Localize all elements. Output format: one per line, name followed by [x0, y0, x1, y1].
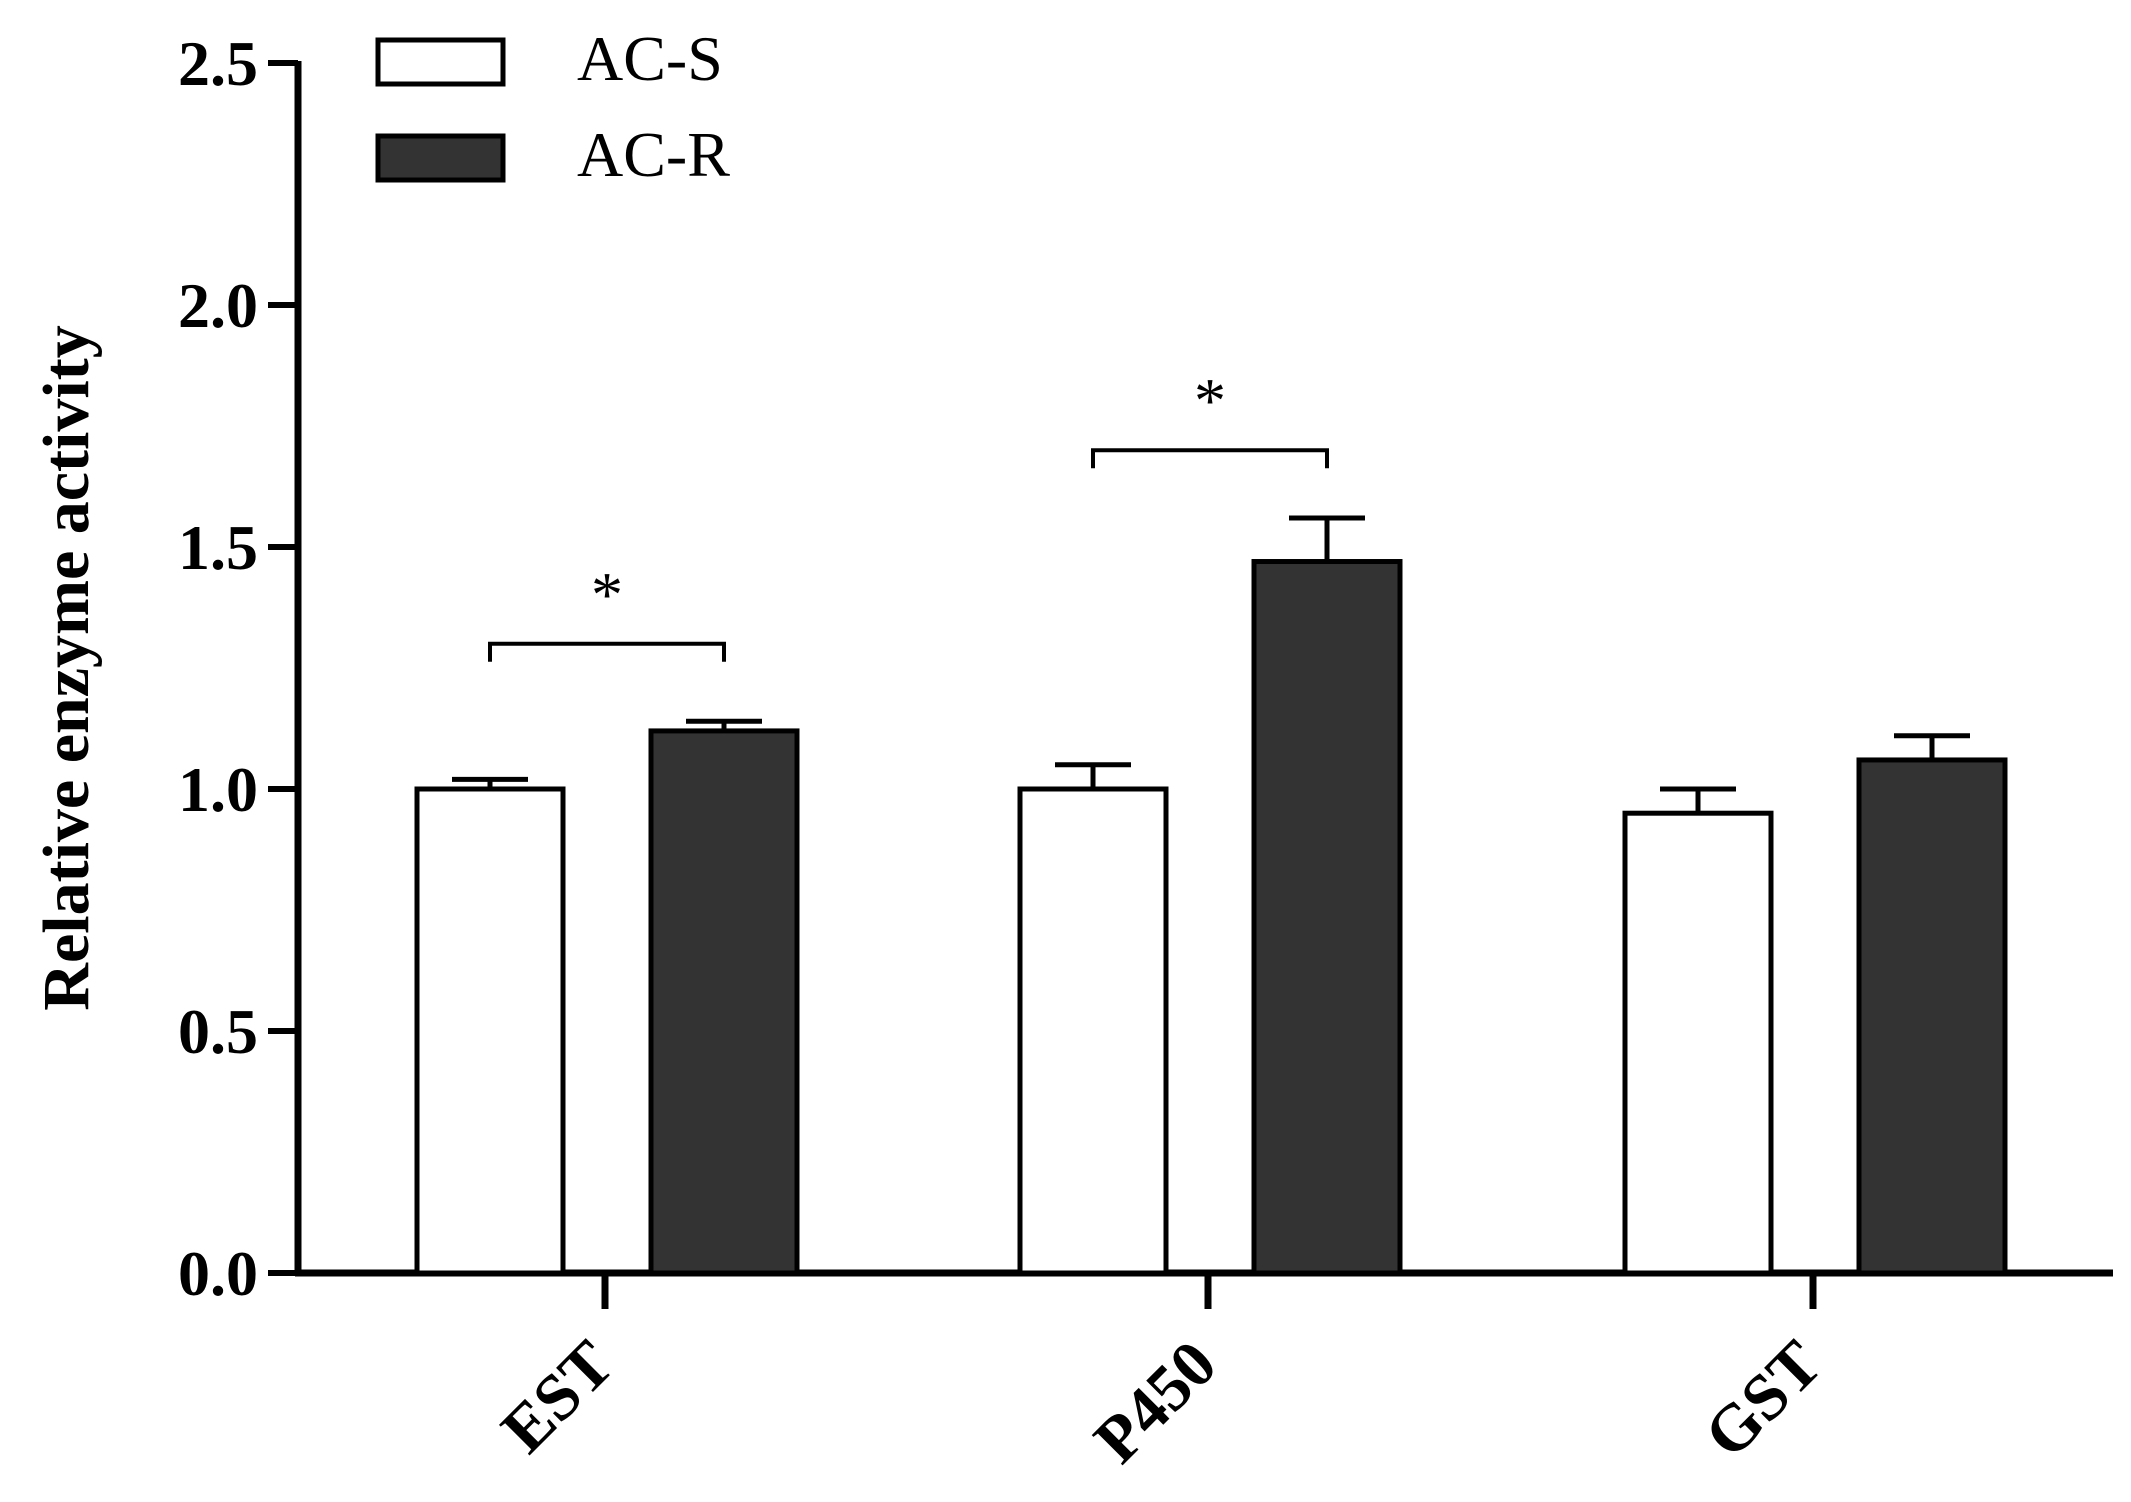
- significance-bracket: [488, 641, 726, 662]
- significance-bracket: [1091, 448, 1329, 469]
- significance-markers: **: [488, 365, 1329, 662]
- y-tick-label: 0.0: [178, 1238, 258, 1309]
- x-tick-label: GST: [1691, 1327, 1836, 1472]
- legend-swatch: [375, 133, 506, 183]
- y-tick-label: 2.5: [178, 28, 258, 99]
- bars: [414, 559, 2008, 1276]
- error-bars: [452, 515, 1970, 814]
- bar-ac-r: [648, 728, 800, 1276]
- y-tick-label: 1.0: [178, 754, 258, 825]
- y-tick-label: 2.0: [178, 270, 258, 341]
- legend-label: AC-R: [577, 119, 730, 190]
- y-axis-title: Relative enzyme activity: [30, 325, 103, 1010]
- legend-swatch: [375, 37, 506, 87]
- legend: AC-S AC-R: [375, 23, 730, 190]
- bar-ac-r: [1856, 757, 2008, 1276]
- legend-label: AC-S: [577, 23, 723, 94]
- x-tick-label: P450: [1080, 1327, 1230, 1477]
- significance-label: *: [591, 559, 623, 630]
- bar-ac-s: [1622, 810, 1774, 1276]
- bar-ac-s: [1017, 786, 1169, 1276]
- y-tick-label: 1.5: [178, 512, 258, 583]
- x-tick-label: EST: [488, 1327, 628, 1467]
- y-tick-label: 0.5: [178, 996, 258, 1067]
- bar-ac-r: [1251, 559, 1403, 1276]
- bar-ac-s: [414, 786, 566, 1276]
- significance-label: *: [1194, 365, 1226, 436]
